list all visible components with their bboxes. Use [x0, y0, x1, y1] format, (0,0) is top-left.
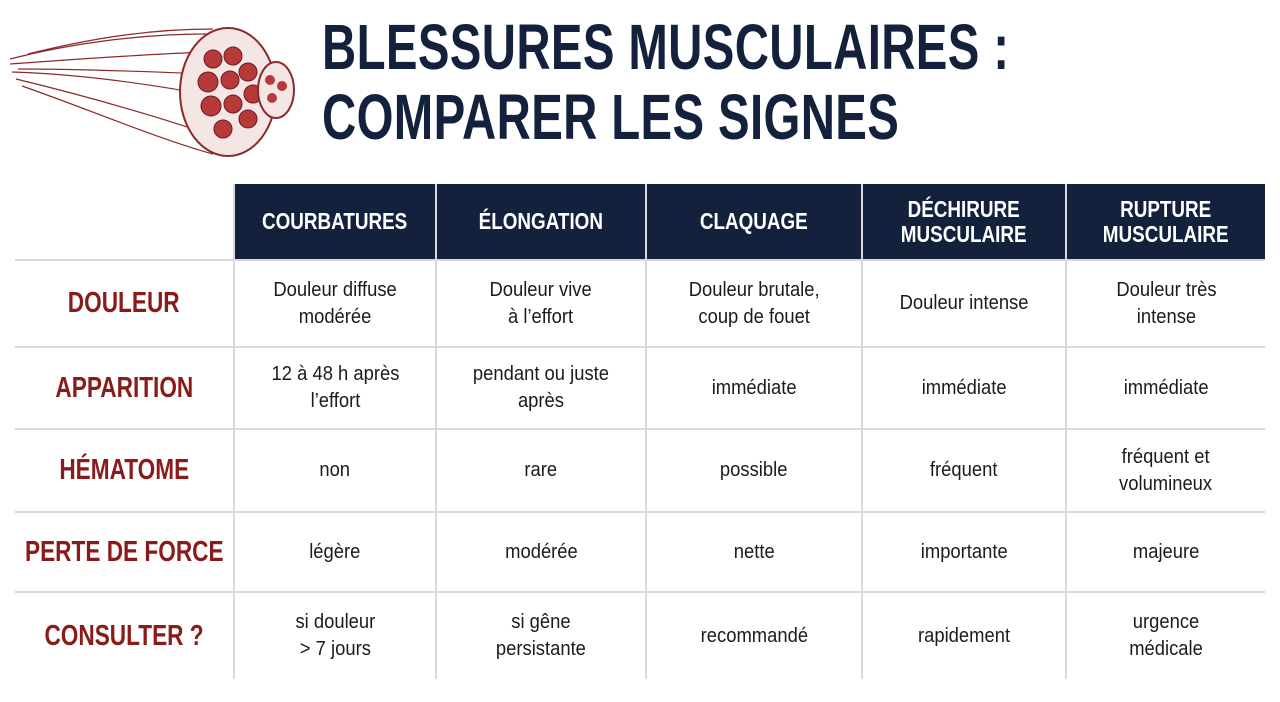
- table-cell-text: possible: [720, 459, 788, 481]
- column-header-text: DÉCHIRURE MUSCULAIRE: [901, 195, 1027, 247]
- table-cell: modérée: [437, 513, 645, 591]
- column-header-text: RUPTURE MUSCULAIRE: [1103, 195, 1229, 247]
- table-cell: pendant ou juste après: [437, 348, 645, 428]
- table-cell: Douleur diffuse modérée: [235, 261, 435, 346]
- table-cell: légère: [235, 513, 435, 591]
- column-header: CLAQUAGE: [647, 184, 861, 259]
- table-cell: importante: [863, 513, 1065, 591]
- title: BLESSURES MUSCULAIRES : COMPARER LES SIG…: [322, 12, 1251, 152]
- table-cell: immédiate: [647, 348, 861, 428]
- table-cell-text: si douleur > 7 jours: [295, 611, 375, 660]
- table-cell-text: pendant ou juste après: [472, 363, 610, 412]
- table-cell: immédiate: [863, 348, 1065, 428]
- table-cell: fréquent et volumineux: [1067, 430, 1265, 511]
- table-cell: urgence médicale: [1067, 593, 1265, 679]
- table-cell: Douleur très intense: [1067, 261, 1265, 346]
- row-label-text: HÉMATOME: [59, 454, 189, 486]
- empty-corner: [15, 184, 233, 259]
- table-cell: 12 à 48 h après l’effort: [235, 348, 435, 428]
- table-cell: Douleur intense: [863, 261, 1065, 346]
- table-cell: si gêne persistante: [437, 593, 645, 679]
- table-cell-text: si gêne persistante: [495, 611, 587, 660]
- table-cell-text: immédiate: [711, 376, 797, 399]
- row-label: CONSULTER ?: [15, 593, 233, 679]
- table-cell: majeure: [1067, 513, 1265, 591]
- table-cell: rapidement: [863, 593, 1065, 679]
- table-cell-text: rapidement: [917, 624, 1011, 647]
- table-cell: recommandé: [647, 593, 861, 679]
- table-cell-text: modérée: [504, 540, 578, 563]
- table-cell-text: recommandé: [700, 624, 808, 647]
- table-cell: immédiate: [1067, 348, 1265, 428]
- row-label-text: CONSULTER ?: [44, 619, 204, 652]
- table-cell-text: nette: [733, 540, 775, 563]
- table-cell-text: Douleur brutale, coup de fouet: [688, 278, 820, 328]
- table-cell-text: Douleur vive à l’effort: [489, 278, 593, 328]
- table-cell-text: urgence médicale: [1129, 611, 1203, 660]
- row-label: DOULEUR: [15, 261, 233, 346]
- column-header: RUPTURE MUSCULAIRE: [1067, 184, 1265, 259]
- title-line: BLESSURES MUSCULAIRES :: [322, 11, 1010, 83]
- table-cell-text: immédiate: [1123, 376, 1209, 399]
- table-cell: non: [235, 430, 435, 511]
- row-label-text: PERTE DE FORCE: [24, 535, 224, 568]
- table-cell-text: Douleur diffuse modérée: [273, 278, 397, 328]
- table-cell-text: 12 à 48 h après l’effort: [271, 363, 399, 412]
- table-cell: Douleur vive à l’effort: [437, 261, 645, 346]
- table-cell-text: fréquent et volumineux: [1119, 445, 1213, 495]
- row-label-text: DOULEUR: [68, 287, 180, 319]
- row-label: APPARITION: [15, 348, 233, 428]
- table-cell: fréquent: [863, 430, 1065, 511]
- column-header: ÉLONGATION: [437, 184, 645, 259]
- column-header: DÉCHIRURE MUSCULAIRE: [863, 184, 1065, 259]
- table-cell-text: légère: [309, 540, 361, 563]
- table-cell: Douleur brutale, coup de fouet: [647, 261, 861, 346]
- column-header: COURBATURES: [235, 184, 435, 259]
- column-header-text: ÉLONGATION: [478, 208, 604, 234]
- column-header-text: COURBATURES: [262, 208, 408, 234]
- table-cell-text: fréquent: [930, 459, 998, 481]
- table-cell: nette: [647, 513, 861, 591]
- table-cell-text: Douleur très intense: [1115, 278, 1217, 328]
- title-line: COMPARER LES SIGNES: [322, 81, 900, 153]
- row-label: PERTE DE FORCE: [15, 513, 233, 591]
- table-cell-text: majeure: [1132, 540, 1200, 563]
- table-cell-text: immédiate: [921, 376, 1007, 399]
- table-cell-text: rare: [524, 459, 558, 481]
- table-cell-text: Douleur intense: [899, 292, 1029, 314]
- table-cell: si douleur > 7 jours: [235, 593, 435, 679]
- table-cell: possible: [647, 430, 861, 511]
- row-label-text: APPARITION: [55, 371, 193, 404]
- comparison-table: COURBATURES ÉLONGATION CLAQUAGE DÉCHIRURE M…: [15, 184, 1265, 679]
- row-label: HÉMATOME: [15, 430, 233, 511]
- table-cell: rare: [437, 430, 645, 511]
- muscle-illustration: [9, 27, 295, 157]
- table-cell-text: non: [319, 459, 351, 481]
- table-cell-text: importante: [920, 540, 1008, 563]
- column-header-text: CLAQUAGE: [700, 208, 808, 234]
